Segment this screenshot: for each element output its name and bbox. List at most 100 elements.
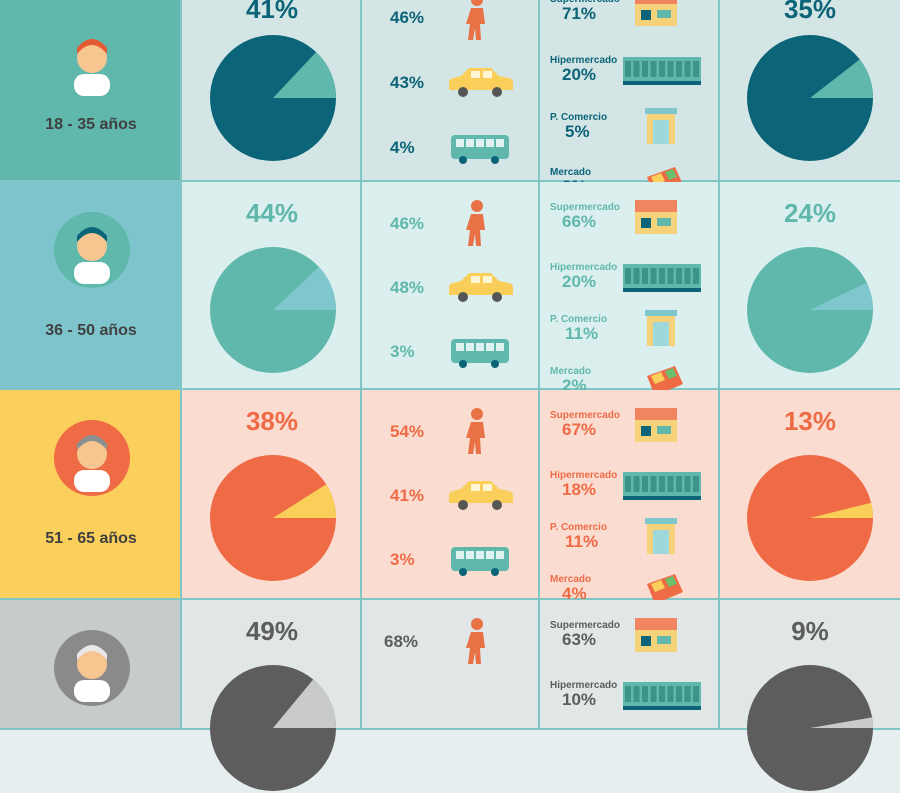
transport-percent: 3% xyxy=(390,550,415,569)
share-percent: 38% xyxy=(245,406,299,436)
share-percent: 44% xyxy=(245,198,299,228)
age-range-label: 18 - 35 años xyxy=(45,116,137,133)
shop-type-percent: 11% xyxy=(565,532,599,551)
supermarket-icon xyxy=(635,200,677,234)
transport-percent: 46% xyxy=(390,8,425,27)
shop-type-percent: 20% xyxy=(562,65,597,84)
frequency-pie-chart xyxy=(747,247,873,373)
shop-type-label: Hipermercado xyxy=(550,470,618,481)
pie-highlight-slice xyxy=(273,484,336,518)
frequency-pie-chart xyxy=(747,455,873,581)
supermarket-icon xyxy=(635,408,677,442)
frequency-percent: 9% xyxy=(791,616,829,646)
shop-type-label: Mercado xyxy=(550,574,592,585)
supermarket-icon xyxy=(635,0,677,26)
pie-highlight-slice xyxy=(273,266,336,310)
share-pie-chart xyxy=(210,455,336,581)
hypermarket-icon xyxy=(623,472,701,500)
supermarket-icon xyxy=(635,618,677,652)
age-group-row: 18 - 35 años 41% 46% 43% 4% Supermercado71% Hi… xyxy=(0,0,900,197)
car-icon xyxy=(449,481,513,510)
bus-icon xyxy=(451,547,509,576)
transport-percent: 3% xyxy=(390,342,415,361)
shop-type-percent: 18% xyxy=(562,480,597,499)
frequency-pie-chart xyxy=(747,35,873,161)
walking-person-icon xyxy=(466,618,485,664)
person-avatar-icon xyxy=(54,420,130,496)
transport-percent: 46% xyxy=(390,214,425,233)
pie-highlight-slice xyxy=(810,59,873,98)
hypermarket-icon xyxy=(623,264,701,292)
age-group-row: 51 - 65 años 38% 54% 41% 3% Supermercado 67% Hi… xyxy=(0,390,900,604)
market-stall-icon xyxy=(647,574,683,604)
column-divider xyxy=(538,390,540,600)
share-pie-chart xyxy=(210,247,336,373)
walking-person-icon xyxy=(466,0,485,40)
shopping-mall-icon xyxy=(645,108,677,144)
row-divider xyxy=(0,180,900,182)
column-divider xyxy=(538,600,540,730)
age-group-row: 49% 68% Supermercado 63% Hipermercado 10% 9% xyxy=(0,600,900,791)
column-divider xyxy=(360,390,362,600)
shop-type-percent: 11% xyxy=(565,324,599,343)
column-divider xyxy=(718,182,720,390)
transport-percent: 41% xyxy=(390,486,425,505)
shop-type-label: P. Comercio xyxy=(550,522,608,533)
share-pie-chart xyxy=(210,665,336,791)
shop-type-label: Supermercado xyxy=(550,0,620,5)
shopping-mall-icon xyxy=(645,310,677,346)
row-divider xyxy=(0,598,900,600)
transport-percent: 54% xyxy=(390,422,425,441)
age-range-label: 36 - 50 años xyxy=(45,322,137,339)
transport-percent: 68% xyxy=(384,632,419,651)
hypermarket-icon xyxy=(623,57,701,85)
walking-person-icon xyxy=(466,408,485,454)
column-divider xyxy=(360,182,362,390)
shop-type-label: Supermercado xyxy=(550,620,621,631)
shop-type-percent: 67% xyxy=(562,420,597,439)
frequency-percent: 24% xyxy=(783,198,837,228)
age-range-label: 51 - 65 años xyxy=(45,530,137,547)
shop-type-label: Mercado xyxy=(550,366,592,377)
pie-highlight-slice xyxy=(273,52,336,98)
column-divider xyxy=(538,182,540,390)
person-avatar-icon xyxy=(54,24,130,100)
column-divider xyxy=(180,0,182,182)
column-divider xyxy=(360,600,362,730)
walking-person-icon xyxy=(466,200,485,246)
shop-type-percent: 4% xyxy=(562,584,587,603)
shop-type-label: Mercado xyxy=(550,167,592,178)
shop-type-label: Hipermercado xyxy=(550,55,618,66)
column-divider xyxy=(718,0,720,182)
car-icon xyxy=(449,273,513,302)
column-divider xyxy=(360,0,362,182)
shop-type-percent: 66% xyxy=(562,212,597,231)
shop-type-percent: 10% xyxy=(562,690,597,709)
column-divider xyxy=(180,600,182,730)
pie-highlight-slice xyxy=(810,502,873,518)
column-divider xyxy=(180,182,182,390)
car-icon xyxy=(449,68,513,97)
shop-type-label: Supermercado xyxy=(550,202,621,213)
column-divider xyxy=(718,600,720,730)
frequency-percent: 35% xyxy=(783,0,837,24)
shop-type-percent: 71% xyxy=(562,4,597,23)
hypermarket-icon xyxy=(623,682,701,710)
person-avatar-icon xyxy=(54,212,130,288)
column-divider xyxy=(538,0,540,182)
transport-percent: 48% xyxy=(390,278,425,297)
elderly-avatar-icon xyxy=(54,630,130,706)
share-pie-chart xyxy=(210,35,336,161)
transport-percent: 4% xyxy=(390,138,415,157)
shop-type-label: Hipermercado xyxy=(550,680,618,691)
pie-highlight-slice xyxy=(810,282,873,310)
age-group-row: 36 - 50 años 44% 46% 48% 3% Supermercado 66% Hi… xyxy=(0,182,900,396)
row-divider xyxy=(0,388,900,390)
data-cell xyxy=(362,600,540,730)
share-percent: 49% xyxy=(245,616,299,646)
shop-type-percent: 5% xyxy=(565,122,590,141)
shop-type-label: Supermercado xyxy=(550,410,621,421)
shop-type-label: Hipermercado xyxy=(550,262,618,273)
shopping-mall-icon xyxy=(645,518,677,554)
